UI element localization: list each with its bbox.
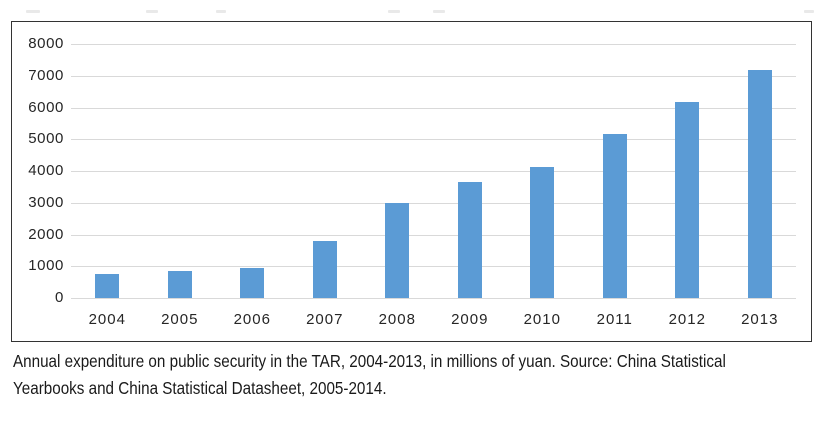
x-tick-label-2013: 2013 [741, 311, 779, 328]
caption-line-2: Yearbooks and China Statistical Datashee… [13, 378, 387, 398]
clipped-text-artifact [146, 10, 158, 13]
x-tick-label-2007: 2007 [306, 311, 344, 328]
bar-2004 [95, 274, 120, 298]
y-tick-label-5000: 5000 [28, 130, 64, 148]
x-tick-label-2010: 2010 [523, 311, 561, 328]
y-tick-label-7000: 7000 [28, 66, 64, 84]
clipped-text-artifact [388, 10, 400, 13]
bar-2012 [675, 102, 700, 298]
gridline-4000 [71, 171, 796, 172]
x-tick-label-2004: 2004 [88, 311, 126, 328]
gridline-8000 [71, 44, 796, 45]
y-tick-label-2000: 2000 [28, 225, 64, 243]
x-tick-label-2011: 2011 [596, 311, 633, 328]
bar-2013 [747, 69, 772, 298]
bar-2006 [240, 267, 265, 298]
clipped-text-artifact [433, 10, 445, 13]
y-tick-label-0: 0 [55, 289, 64, 306]
x-tick-label-2006: 2006 [233, 311, 271, 328]
x-tick-label-2008: 2008 [378, 311, 416, 328]
x-tick-label-2009: 2009 [451, 311, 489, 328]
clipped-text-artifact [216, 10, 226, 13]
y-tick-label-4000: 4000 [28, 162, 64, 179]
gridline-7000 [71, 75, 796, 77]
y-tick-label-6000: 6000 [28, 98, 64, 116]
gridline-6000 [71, 107, 796, 109]
chart-caption: Annual expenditure on public security in… [13, 348, 726, 402]
y-tick-label-8000: 8000 [28, 35, 64, 52]
clipped-text-artifact [804, 10, 814, 13]
caption-line-1: Annual expenditure on public security in… [13, 351, 726, 371]
chart-frame: 0 1000 2000 3000 4000 5000 6000 7000 8000 2004 200… [11, 21, 812, 342]
x-tick-label-2012: 2012 [668, 311, 706, 328]
bar-2007 [312, 241, 337, 298]
y-tick-label-1000: 1000 [28, 257, 64, 275]
bar-2005 [167, 270, 192, 298]
bar-2009 [457, 181, 482, 298]
bar-2008 [385, 202, 410, 298]
bar-2010 [530, 166, 555, 298]
gridline-2000 [71, 234, 796, 236]
gridline-1000 [71, 266, 796, 268]
gridline-0 [71, 298, 796, 299]
x-tick-label-2005: 2005 [161, 311, 199, 328]
gridline-5000 [71, 139, 796, 141]
y-tick-label-3000: 3000 [28, 193, 64, 211]
clipped-text-artifact [26, 10, 40, 13]
bar-2011 [602, 133, 627, 298]
gridline-3000 [71, 202, 796, 204]
